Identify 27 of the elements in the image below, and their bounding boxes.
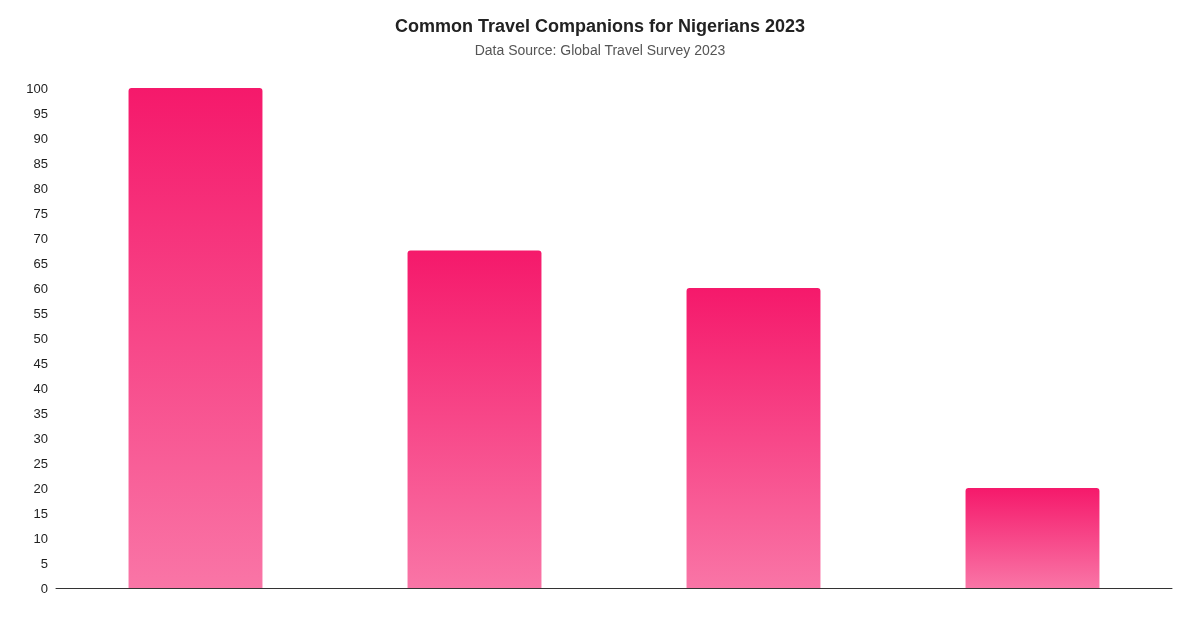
y-tick-label: 40 (33, 380, 48, 396)
y-tick-label: 0 (40, 580, 48, 596)
y-tick-label: 95 (33, 105, 48, 121)
y-tick-label: 100 (26, 80, 48, 96)
bar (128, 88, 263, 588)
y-tick-label: 50 (33, 330, 48, 346)
y-tick-label: 20 (33, 480, 48, 496)
y-tick-label: 90 (33, 130, 48, 146)
chart-title: Common Travel Companions for Nigerians 2023 (394, 16, 806, 36)
y-tick-label: 55 (33, 305, 48, 321)
y-tick-label: 80 (33, 180, 48, 196)
y-tick-label: 45 (33, 355, 48, 371)
y-tick-label: 15 (33, 505, 48, 521)
y-tick-label: 10 (33, 530, 48, 546)
y-tick-label: 5 (40, 555, 48, 571)
chart-subtitle: Data Source: Global Travel Survey 2023 (474, 42, 726, 58)
y-tick-label: 70 (33, 230, 48, 246)
y-tick-label: 75 (33, 205, 48, 221)
y-tick-label: 85 (33, 155, 48, 171)
y-tick-label: 25 (33, 455, 48, 471)
bar (686, 288, 821, 588)
y-tick-label: 60 (33, 280, 48, 296)
y-tick-label: 30 (33, 430, 48, 446)
bar (965, 488, 1100, 588)
bar (407, 250, 542, 588)
y-tick-label: 65 (33, 255, 48, 271)
y-tick-label: 35 (33, 405, 48, 421)
